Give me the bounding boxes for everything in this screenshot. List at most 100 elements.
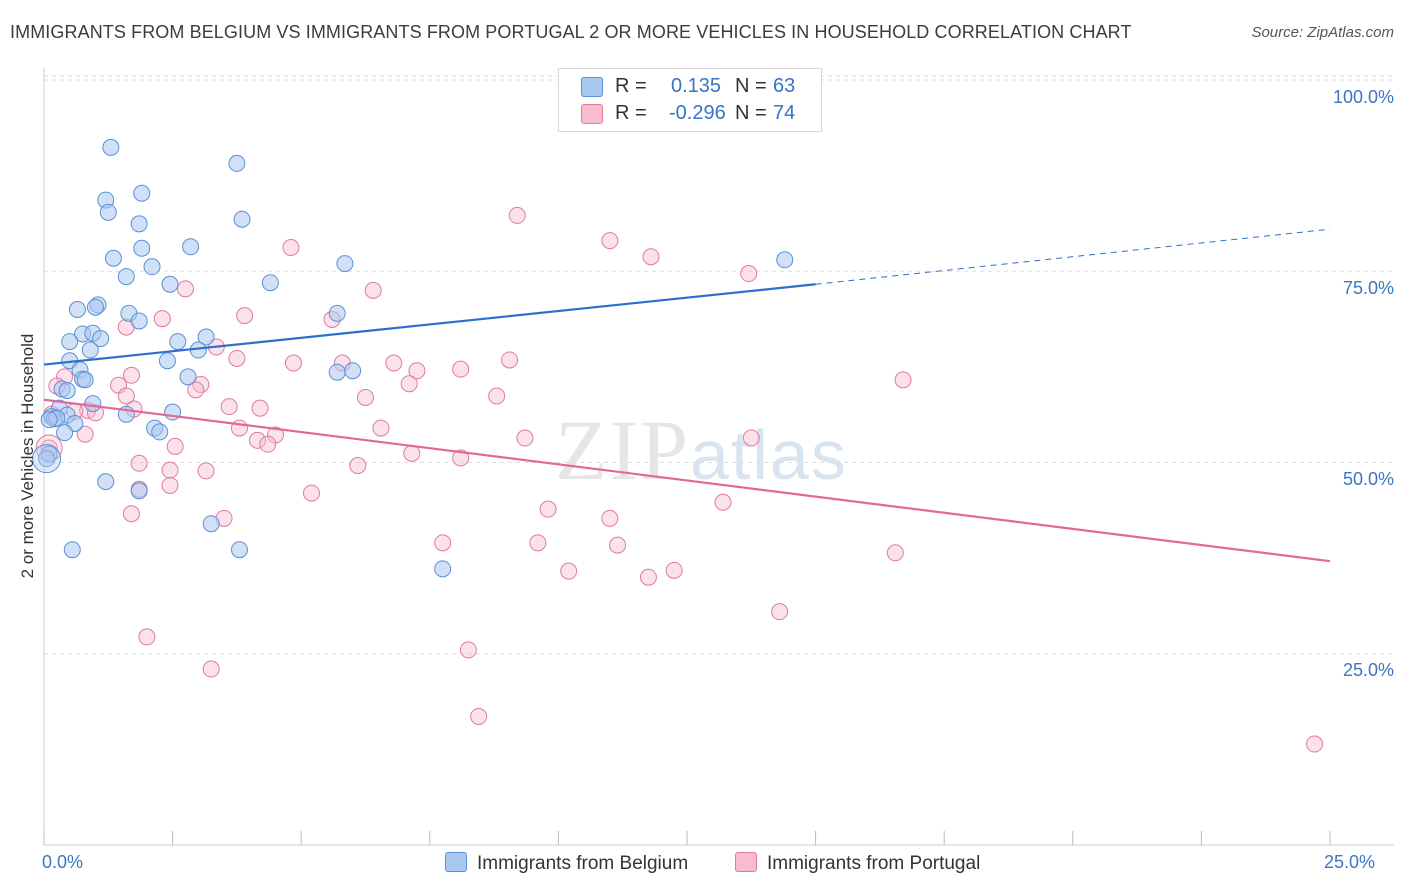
r-label: R = [615, 75, 647, 97]
belgium-point [117, 268, 135, 286]
belgium-point [151, 423, 169, 441]
belgium-point [344, 362, 362, 380]
portugal-point [886, 544, 904, 562]
belgium-point [233, 210, 251, 228]
y-tick-25: 25.0% [1342, 660, 1394, 680]
portugal-point [665, 561, 683, 579]
portugal-point [228, 349, 246, 367]
portugal-point [609, 536, 627, 554]
bottom-legend-belgium: Immigrants from Belgium [445, 852, 688, 875]
portugal-point [434, 534, 452, 552]
portugal-point [470, 707, 488, 725]
portugal-point [459, 641, 477, 659]
y-tick-50: 50.0% [1342, 469, 1394, 489]
portugal-point [176, 280, 194, 298]
chart-title: IMMIGRANTS FROM BELGIUM VS IMMIGRANTS FR… [10, 22, 1132, 42]
belgium-points [32, 138, 794, 578]
portugal-point [192, 375, 210, 393]
belgium-point [56, 424, 74, 442]
portugal-point [501, 351, 519, 369]
belgium-point [84, 395, 102, 413]
n-label: N = [735, 102, 767, 124]
belgium-trend-extension [815, 228, 1331, 285]
belgium-point [76, 371, 94, 389]
portugal-point [771, 603, 789, 621]
belgium-point [261, 274, 279, 292]
portugal-point [130, 454, 148, 472]
belgium-point-large [32, 444, 62, 474]
watermark-zip: ZIP [555, 402, 690, 498]
belgium-point [133, 184, 151, 202]
belgium-point [68, 301, 86, 318]
portugal-point [639, 568, 657, 586]
portugal-point [560, 562, 578, 580]
portugal-point [282, 239, 300, 257]
portugal-point [601, 509, 619, 527]
portugal-point [153, 310, 171, 328]
portugal-legend-label: Immigrants from Portugal [767, 853, 981, 874]
portugal-point [161, 461, 179, 479]
portugal-point [230, 419, 248, 437]
belgium-r-value: 0.135 [671, 75, 722, 97]
belgium-point [182, 238, 200, 256]
belgium-point [143, 258, 161, 276]
belgium-point [130, 482, 148, 500]
belgium-point [92, 330, 110, 348]
belgium-point [179, 368, 197, 386]
portugal-point [248, 431, 266, 449]
portugal-point [284, 354, 302, 372]
belgium-trend-line [43, 283, 816, 366]
belgium-point [328, 363, 346, 381]
portugal-point [385, 354, 403, 372]
belgium-point [40, 411, 58, 429]
belgium-point [58, 382, 76, 400]
belgium-point [81, 341, 99, 359]
portugal-point [740, 265, 758, 283]
belgium-point [130, 215, 148, 233]
portugal-point [166, 437, 184, 455]
portugal-point [187, 381, 205, 399]
portugal-point [508, 206, 526, 224]
portugal-point [302, 484, 320, 502]
portugal-point [349, 457, 367, 475]
belgium-point [158, 352, 176, 370]
zipatlas-watermark: ZIPatlas [555, 400, 848, 500]
y-axis-label: 2 or more Vehicles in Household [18, 333, 37, 579]
belgium-point [97, 473, 115, 491]
belgium-point [61, 333, 79, 351]
portugal-legend-swatch [735, 852, 757, 872]
portugal-point [488, 387, 506, 405]
x-tick-25: 25.0% [1324, 852, 1376, 872]
belgium-legend-label: Immigrants from Belgium [477, 853, 689, 874]
belgium-swatch [581, 77, 603, 97]
y-tick-75: 75.0% [1342, 278, 1394, 298]
belgium-point [169, 333, 187, 351]
belgium-point [38, 450, 56, 468]
belgium-point [197, 328, 215, 346]
y-tick-100: 100.0% [1332, 87, 1394, 107]
portugal-point [1306, 735, 1324, 753]
portugal-point [117, 387, 135, 405]
belgium-point [230, 541, 248, 559]
x-tick-0: 0.0% [42, 852, 84, 872]
belgium-point [328, 304, 346, 322]
n-label: N = [735, 75, 767, 97]
portugal-point [516, 429, 534, 447]
belgium-point [133, 239, 151, 257]
belgium-point [63, 541, 81, 559]
portugal-point [236, 307, 254, 325]
portugal-point [138, 628, 156, 646]
portugal-point [642, 248, 660, 266]
portugal-swatch [581, 104, 603, 124]
portugal-point [372, 419, 390, 437]
gridlines [44, 75, 1394, 655]
portugal-point [408, 362, 426, 380]
portugal-point [251, 399, 269, 417]
portugal-point [364, 281, 382, 299]
portugal-point [400, 375, 418, 393]
portugal-point [742, 429, 760, 447]
watermark-atlas: atlas [690, 416, 848, 494]
portugal-n-value: 74 [773, 102, 796, 124]
belgium-point [102, 138, 120, 156]
